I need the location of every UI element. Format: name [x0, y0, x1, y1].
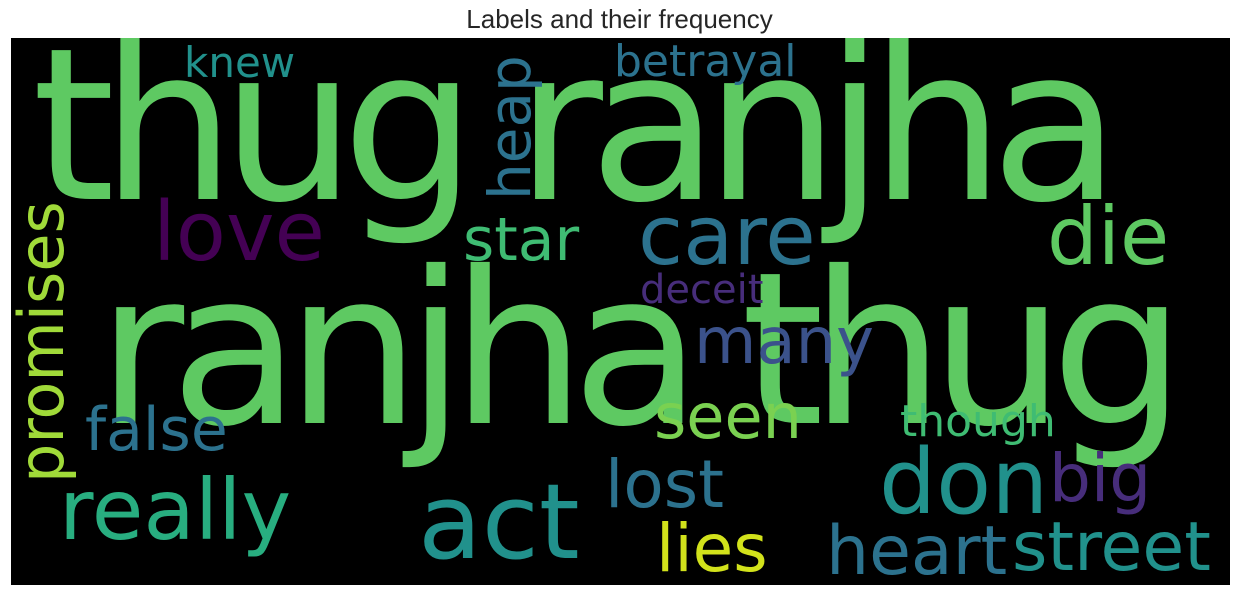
word-care: care — [638, 189, 816, 284]
word-lies: lies — [656, 510, 768, 585]
word-heap: heap — [476, 55, 544, 200]
word-die: die — [1047, 190, 1170, 283]
word-though: though — [900, 396, 1056, 447]
word-lost: lost — [605, 446, 724, 523]
word-seen: seen — [654, 380, 802, 453]
word-big: big — [1049, 440, 1152, 517]
word-heart: heart — [826, 512, 1008, 586]
word-cloud: thug ranjha ranjha thug knew betrayal he… — [11, 38, 1230, 585]
word-street: street — [1012, 508, 1211, 585]
word-thug-ranjha: thug ranjha — [32, 38, 1120, 249]
word-really: really — [59, 461, 292, 559]
word-ranjha-thug: ranjha thug — [97, 226, 1185, 473]
word-deceit: deceit — [640, 267, 764, 313]
word-act: act — [418, 461, 580, 583]
word-promises: promises — [11, 201, 78, 483]
word-many: many — [694, 305, 874, 379]
chart-title: Labels and their frequency — [466, 4, 773, 34]
word-love: love — [153, 185, 325, 280]
word-star: star — [463, 205, 580, 275]
word-betrayal: betrayal — [614, 38, 797, 87]
word-don: don — [879, 430, 1049, 535]
word-false: false — [85, 395, 228, 465]
word-knew: knew — [184, 38, 296, 87]
